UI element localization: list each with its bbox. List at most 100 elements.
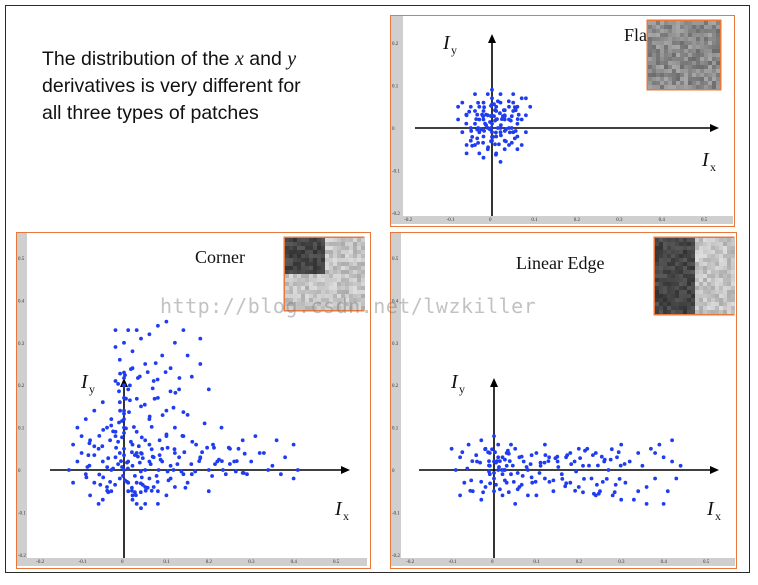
flat-patch-noise-grain bbox=[656, 25, 660, 29]
corner-patch-light-grain bbox=[349, 294, 353, 298]
flat-patch-noise-grain bbox=[672, 53, 676, 57]
corner-data-point bbox=[116, 382, 120, 386]
corner-data-point bbox=[138, 469, 143, 474]
flat-patch-noise-grain bbox=[712, 53, 716, 57]
corner-data-point bbox=[106, 456, 111, 461]
corner-patch-light-grain bbox=[333, 262, 337, 266]
edge-patch-light-grain bbox=[719, 262, 723, 266]
edge-patch-light-grain bbox=[715, 302, 719, 306]
edge-patch-light-grain bbox=[731, 274, 735, 278]
corner-patch-light-grain bbox=[289, 302, 293, 306]
edge-patch-light-grain bbox=[707, 242, 711, 246]
flat-patch-noise-grain bbox=[652, 61, 656, 65]
corner-data-point bbox=[181, 472, 186, 477]
corner-data-point bbox=[143, 468, 148, 472]
corner-data-point bbox=[116, 462, 120, 466]
flat-data-point bbox=[485, 92, 490, 96]
edge-patch-dark-grain bbox=[675, 310, 679, 314]
corner-y-axis-label-sub: y bbox=[89, 382, 95, 396]
corner-patch-dark-grain bbox=[289, 246, 293, 250]
edge-patch-light-grain bbox=[711, 282, 715, 286]
edge-patch-light-grain bbox=[703, 278, 707, 282]
edge-data-point bbox=[468, 488, 473, 493]
edge-patch-dark-grain bbox=[659, 246, 663, 250]
corner-patch-light-grain bbox=[341, 258, 345, 262]
corner-data-point bbox=[185, 413, 190, 417]
corner-data-point bbox=[113, 328, 118, 332]
corner-data-point bbox=[168, 366, 173, 371]
edge-patch-light-grain bbox=[695, 306, 699, 310]
edge-patch-light-grain bbox=[731, 254, 735, 258]
corner-patch-light-grain bbox=[313, 306, 317, 310]
edge-y-axis-label: I bbox=[450, 371, 459, 393]
corner-patch-dark-grain bbox=[321, 238, 325, 242]
flat-patch-noise-grain bbox=[680, 33, 684, 37]
flat-patch-noise-grain bbox=[708, 41, 712, 45]
corner-x-axis-label: I bbox=[334, 498, 343, 520]
flat-patch-noise-grain bbox=[648, 49, 652, 53]
corner-patch-light-grain bbox=[357, 278, 361, 282]
corner-data-point bbox=[108, 438, 112, 443]
corner-data-point bbox=[165, 445, 170, 450]
corner-patch-light-grain bbox=[325, 266, 329, 270]
flat-patch-noise-grain bbox=[704, 81, 708, 85]
edge-patch-light-grain bbox=[727, 274, 731, 278]
edge-patch-dark-grain bbox=[659, 290, 663, 294]
corner-patch-light-grain bbox=[285, 274, 289, 278]
corner-patch-light-grain bbox=[345, 274, 349, 278]
corner-patch-light-grain bbox=[357, 254, 361, 258]
corner-data-point bbox=[138, 481, 143, 486]
corner-data-point bbox=[118, 408, 122, 413]
corner-patch-light-grain bbox=[305, 306, 309, 310]
edge-data-point bbox=[526, 493, 530, 498]
flat-patch-noise-grain bbox=[712, 61, 716, 65]
edge-patch-dark-grain bbox=[683, 254, 687, 258]
edge-patch-light-grain bbox=[703, 258, 707, 262]
corner-data-point bbox=[193, 469, 198, 474]
edge-data-point bbox=[487, 459, 491, 463]
corner-patch-light-grain bbox=[353, 278, 357, 282]
corner-data-point bbox=[83, 417, 88, 421]
corner-patch-light-grain bbox=[345, 262, 349, 266]
corner-patch-light-grain bbox=[337, 282, 341, 286]
edge-x-tick-label: 0 bbox=[491, 560, 494, 565]
edge-data-point bbox=[581, 463, 585, 468]
edge-data-point bbox=[509, 442, 513, 447]
corner-patch-dark-grain bbox=[321, 254, 325, 258]
flat-patch-noise-grain bbox=[708, 49, 712, 53]
edge-patch-light-grain bbox=[719, 286, 723, 290]
edge-patch-dark-grain bbox=[683, 246, 687, 250]
flat-data-point bbox=[496, 99, 500, 104]
corner-patch-dark-grain bbox=[285, 250, 289, 254]
flat-x-tick-label: 0.4 bbox=[659, 218, 666, 223]
edge-patch-light-grain bbox=[695, 258, 699, 262]
edge-data-point bbox=[478, 460, 482, 465]
flat-patch-noise-grain bbox=[712, 33, 716, 37]
edge-data-point bbox=[506, 451, 511, 456]
flat-patch-noise-grain bbox=[668, 73, 672, 77]
corner-patch-dark-grain bbox=[293, 270, 297, 274]
corner-patch-light-grain bbox=[325, 270, 329, 274]
edge-data-point bbox=[564, 481, 569, 486]
corner-data-point bbox=[143, 362, 148, 366]
flat-x-tick-label: 0.3 bbox=[616, 218, 623, 223]
flat-patch-noise-grain bbox=[652, 77, 656, 81]
corner-patch-light-grain bbox=[321, 302, 325, 306]
flat-patch-noise-grain bbox=[668, 57, 672, 61]
flat-data-point bbox=[524, 130, 528, 135]
flat-patch-noise-grain bbox=[648, 29, 652, 33]
edge-patch-dark-grain bbox=[663, 258, 667, 262]
corner-data-point bbox=[160, 446, 165, 451]
edge-patch-dark-grain bbox=[691, 294, 695, 298]
edge-patch-dark-grain bbox=[667, 282, 671, 286]
edge-patch-dark-grain bbox=[655, 266, 659, 270]
corner-patch-dark-grain bbox=[285, 254, 289, 258]
corner-patch-light-grain bbox=[297, 294, 301, 298]
edge-patch-light-grain bbox=[703, 298, 707, 302]
edge-patch-light-grain bbox=[707, 258, 711, 262]
edge-patch-dark-grain bbox=[679, 310, 683, 314]
flat-patch-noise-grain bbox=[700, 37, 704, 41]
edge-data-point bbox=[619, 442, 624, 447]
edge-patch-dark-grain bbox=[671, 246, 675, 250]
edge-data-point bbox=[636, 451, 641, 455]
